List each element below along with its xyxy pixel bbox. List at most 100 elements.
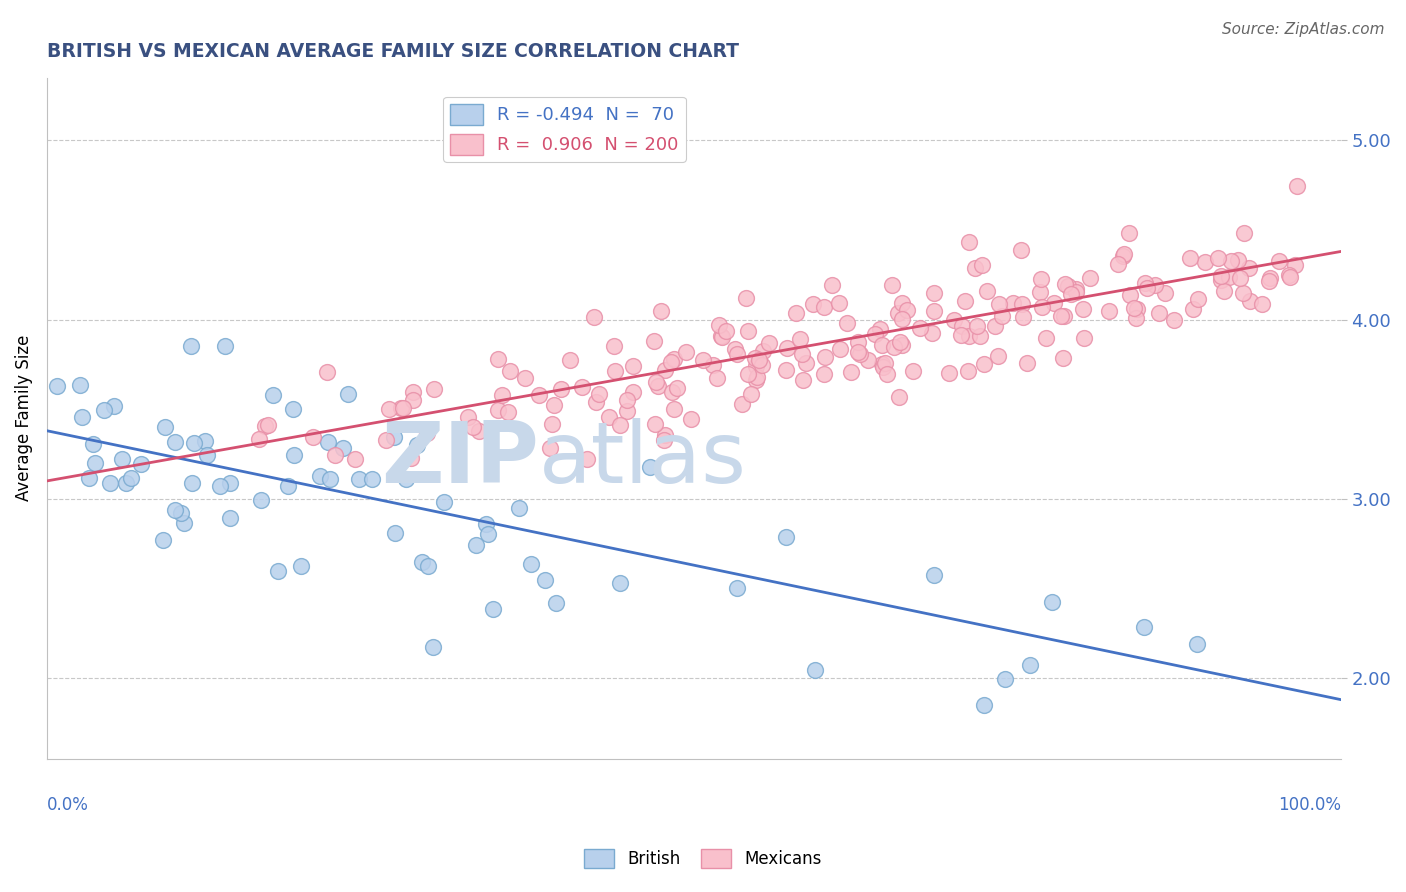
- Point: [856, 352, 879, 367]
- Point: [1258, 271, 1281, 285]
- Point: [468, 424, 491, 438]
- Point: [1147, 306, 1170, 320]
- Point: [647, 378, 669, 392]
- Point: [1112, 249, 1135, 263]
- Point: [378, 401, 401, 416]
- Point: [423, 382, 446, 396]
- Point: [654, 363, 676, 377]
- Point: [1211, 268, 1233, 283]
- Point: [837, 316, 859, 330]
- Point: [752, 344, 775, 359]
- Point: [814, 351, 837, 365]
- Point: [872, 338, 894, 352]
- Point: [994, 673, 1017, 687]
- Point: [1107, 257, 1129, 271]
- Point: [654, 427, 676, 442]
- Point: [70, 410, 93, 425]
- Point: [482, 602, 505, 616]
- Point: [970, 258, 993, 272]
- Point: [1019, 657, 1042, 672]
- Text: 100.0%: 100.0%: [1278, 797, 1341, 814]
- Point: [603, 339, 626, 353]
- Point: [991, 310, 1014, 324]
- Point: [643, 334, 665, 349]
- Point: [323, 448, 346, 462]
- Text: BRITISH VS MEXICAN AVERAGE FAMILY SIZE CORRELATION CHART: BRITISH VS MEXICAN AVERAGE FAMILY SIZE C…: [46, 42, 740, 61]
- Point: [115, 475, 138, 490]
- Point: [422, 640, 444, 655]
- Point: [830, 342, 852, 356]
- Point: [165, 434, 187, 449]
- Point: [418, 559, 440, 574]
- Point: [976, 284, 998, 298]
- Point: [173, 516, 195, 531]
- Point: [1060, 287, 1083, 301]
- Point: [82, 436, 104, 450]
- Point: [402, 384, 425, 399]
- Point: [1125, 301, 1147, 316]
- Point: [949, 328, 972, 343]
- Text: 0.0%: 0.0%: [46, 797, 89, 814]
- Point: [813, 300, 835, 314]
- Point: [433, 494, 456, 508]
- Point: [544, 596, 567, 610]
- Point: [1237, 261, 1260, 276]
- Point: [869, 322, 891, 336]
- Point: [1220, 253, 1243, 268]
- Point: [1239, 293, 1261, 308]
- Point: [675, 345, 697, 359]
- Point: [1043, 296, 1066, 310]
- Point: [463, 420, 485, 434]
- Point: [1073, 331, 1095, 345]
- Point: [737, 367, 759, 381]
- Point: [803, 297, 825, 311]
- Point: [1194, 255, 1216, 269]
- Point: [957, 328, 980, 343]
- Point: [254, 419, 277, 434]
- Point: [887, 390, 910, 404]
- Point: [169, 506, 191, 520]
- Point: [734, 291, 756, 305]
- Point: [1056, 279, 1078, 293]
- Point: [111, 452, 134, 467]
- Point: [751, 358, 773, 372]
- Point: [883, 340, 905, 354]
- Point: [1035, 331, 1057, 345]
- Point: [214, 339, 236, 353]
- Point: [588, 387, 610, 401]
- Point: [1182, 302, 1205, 317]
- Point: [267, 564, 290, 578]
- Y-axis label: Average Family Size: Average Family Size: [15, 335, 32, 501]
- Point: [942, 313, 965, 327]
- Point: [792, 373, 814, 387]
- Point: [93, 403, 115, 417]
- Point: [959, 235, 981, 250]
- Point: [163, 503, 186, 517]
- Point: [662, 401, 685, 416]
- Point: [950, 318, 973, 333]
- Point: [988, 297, 1011, 311]
- Point: [1213, 284, 1236, 298]
- Legend: British, Mexicans: British, Mexicans: [578, 842, 828, 875]
- Point: [1015, 356, 1038, 370]
- Point: [1180, 251, 1202, 265]
- Point: [1118, 226, 1140, 240]
- Point: [603, 364, 626, 378]
- Point: [129, 457, 152, 471]
- Point: [486, 352, 509, 367]
- Point: [987, 349, 1010, 363]
- Point: [498, 364, 520, 378]
- Point: [748, 352, 770, 367]
- Point: [1064, 285, 1087, 300]
- Point: [790, 347, 813, 361]
- Point: [1136, 281, 1159, 295]
- Point: [1119, 287, 1142, 301]
- Point: [384, 525, 406, 540]
- Point: [1125, 311, 1147, 326]
- Point: [411, 555, 433, 569]
- Point: [973, 357, 995, 371]
- Point: [1143, 278, 1166, 293]
- Point: [740, 387, 762, 401]
- Point: [969, 329, 991, 343]
- Point: [821, 278, 844, 293]
